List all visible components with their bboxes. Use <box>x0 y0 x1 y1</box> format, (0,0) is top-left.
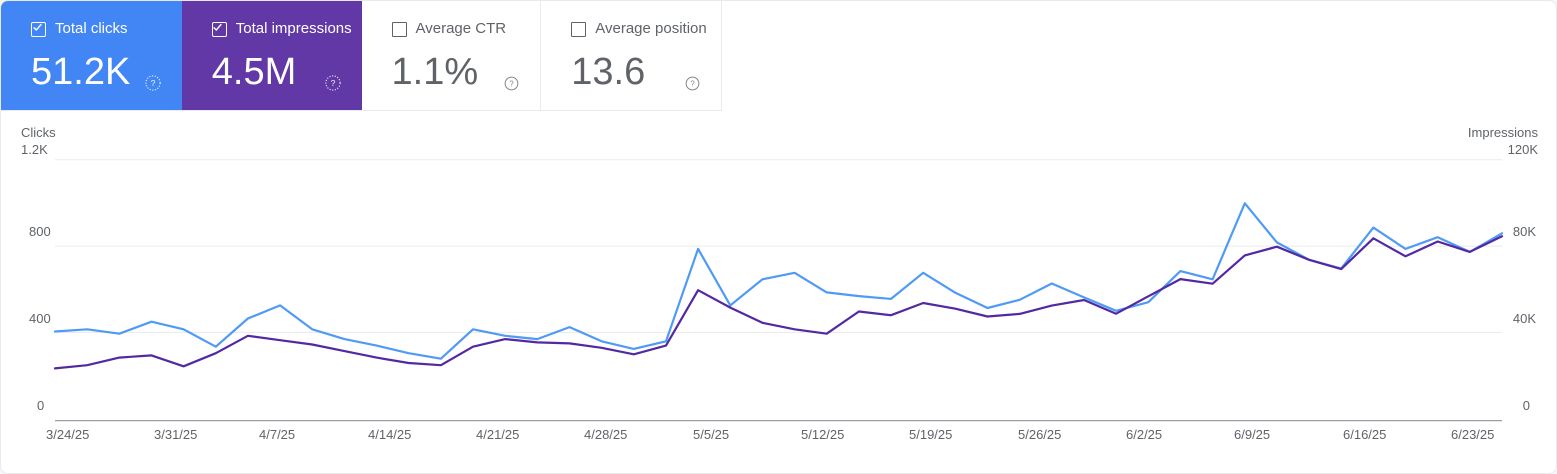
svg-text:?: ? <box>150 78 155 88</box>
svg-text:?: ? <box>690 80 695 89</box>
svg-text:?: ? <box>330 78 335 88</box>
svg-text:?: ? <box>510 80 515 89</box>
